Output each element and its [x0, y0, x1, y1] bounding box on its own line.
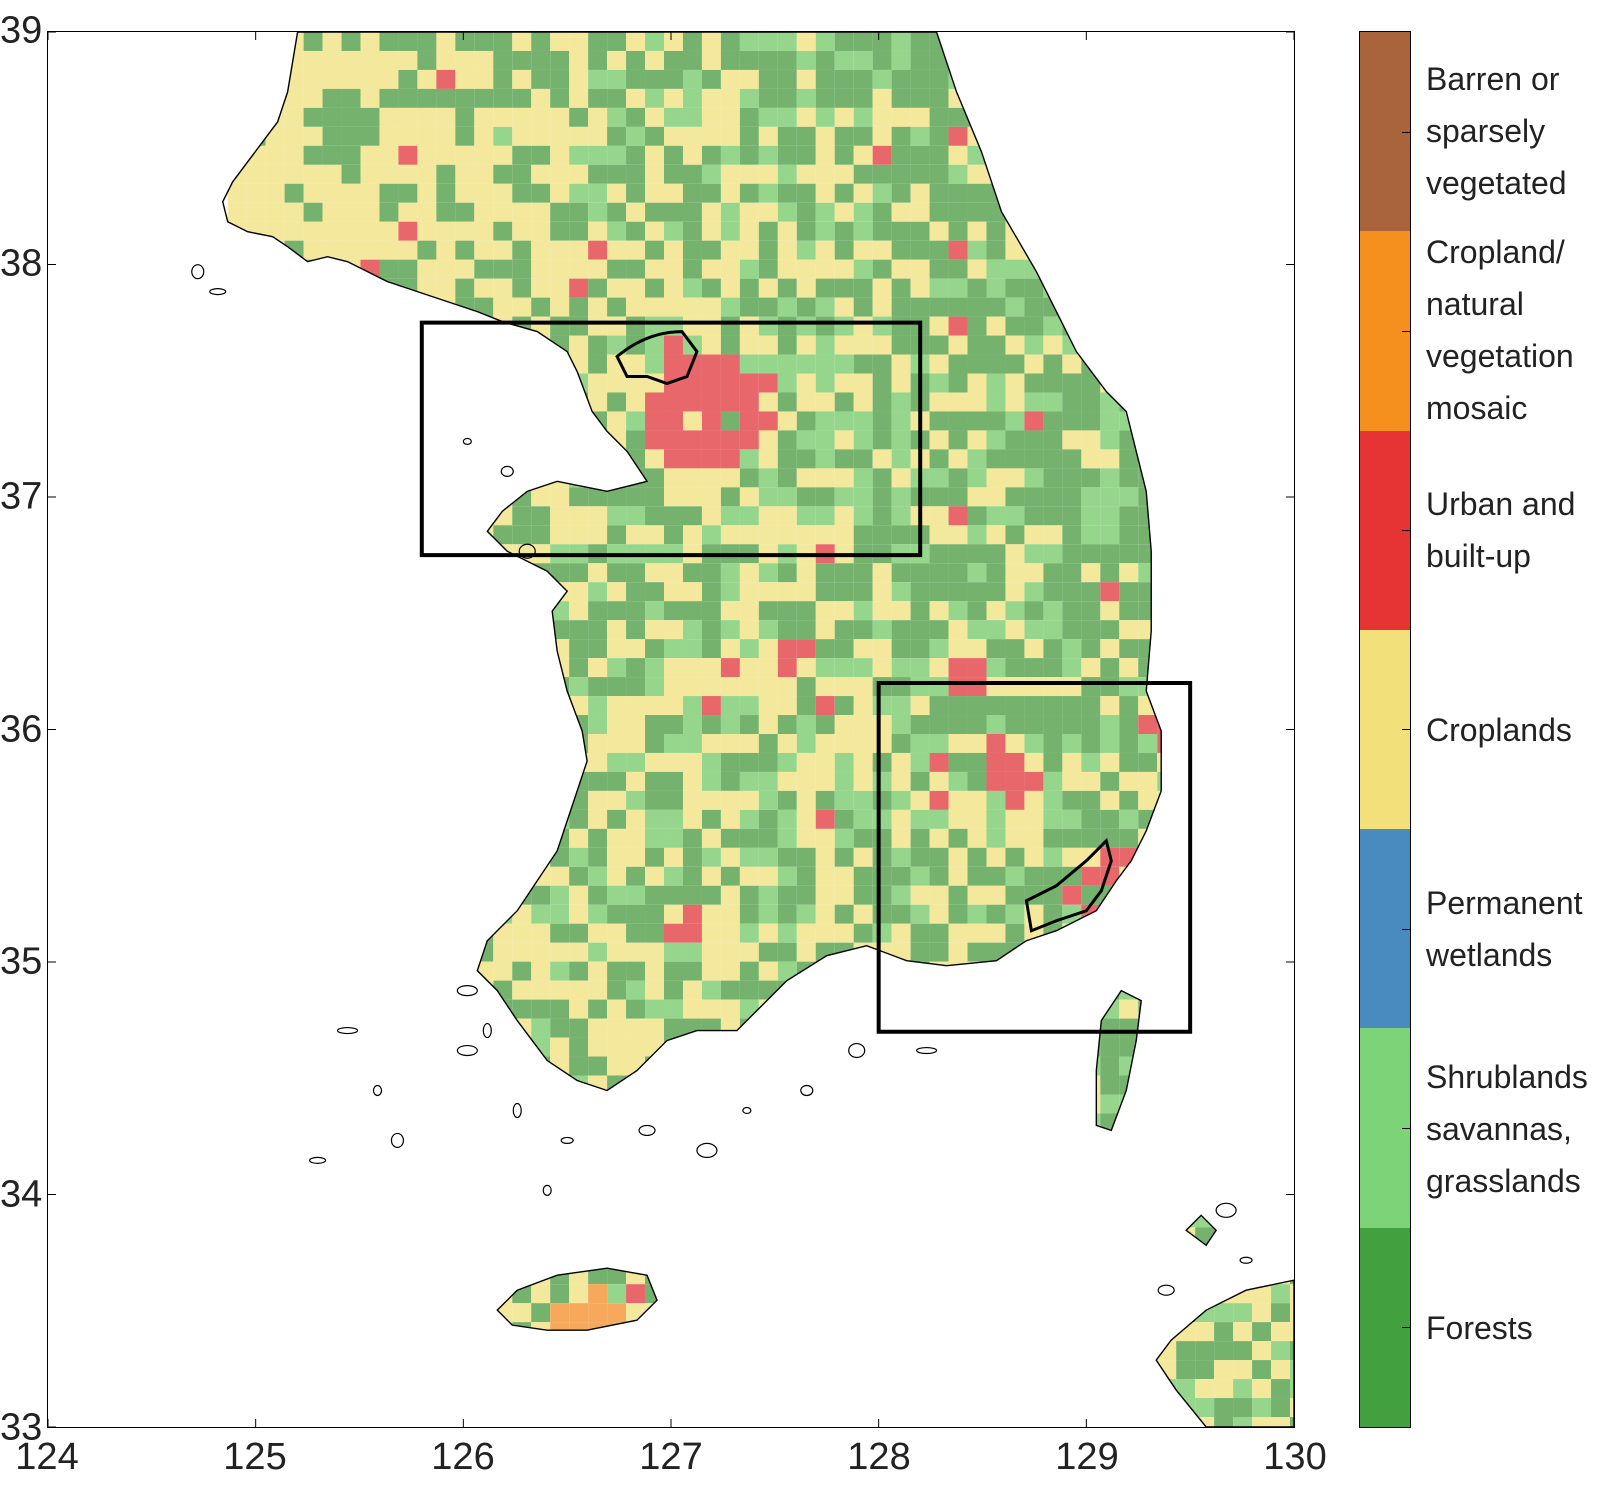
colorbar-segment [1360, 32, 1410, 232]
island-outline [916, 1046, 938, 1055]
colorbar-label-line: grasslands [1426, 1162, 1581, 1199]
y-tick-label: 39 [0, 9, 43, 52]
colorbar-tick [1402, 1128, 1410, 1130]
y-tick-label: 38 [0, 242, 43, 285]
colorbar-label-line: savannas, [1426, 1110, 1572, 1147]
island-outline [500, 465, 514, 477]
colorbar-label: Urban and built-up [1426, 478, 1575, 582]
land-cover-map [48, 32, 1294, 1427]
colorbar-label: Croplands [1426, 704, 1572, 756]
island-outline [518, 543, 536, 559]
island-outline [1215, 1202, 1237, 1218]
island-outline [456, 1044, 478, 1057]
colorbar-label-line: vegetation [1426, 338, 1574, 375]
island-outline [1157, 1284, 1175, 1296]
y-tick-label: 34 [0, 1173, 43, 1216]
y-tick-label: 36 [0, 708, 43, 750]
x-tick-label: 124 [15, 1436, 79, 1478]
colorbar-label: Barren or sparsely vegetated [1426, 53, 1567, 209]
colorbar-label-line: mosaic [1426, 390, 1528, 427]
colorbar-segment [1360, 430, 1410, 630]
x-tick-label: 130 [1263, 1436, 1327, 1478]
island-outline [456, 985, 478, 997]
island-outline [848, 1042, 866, 1059]
map-plot-area [47, 31, 1295, 1428]
island-outline [638, 1124, 656, 1137]
colorbar-label-line: Cropland/ [1426, 234, 1565, 271]
colorbar-tick [1402, 729, 1410, 731]
y-tick-label: 35 [0, 940, 43, 983]
y-tick-label: 37 [0, 475, 43, 518]
study-region-box [876, 681, 1193, 1034]
colorbar-tick [1402, 330, 1410, 332]
colorbar-label-line: Shrublands [1426, 1058, 1588, 1095]
colorbar-label-line: Croplands [1426, 711, 1572, 748]
colorbar-label-line: wetlands [1426, 937, 1553, 974]
island-outline [696, 1142, 718, 1158]
x-tick-label: 125 [223, 1436, 287, 1478]
island-outline [742, 1106, 752, 1115]
colorbar-segment [1360, 1028, 1410, 1228]
colorbar-segment [1360, 829, 1410, 1029]
island-outline [800, 1084, 814, 1097]
colorbar-segment [1360, 1227, 1410, 1427]
x-tick-label: 127 [639, 1436, 703, 1478]
colorbar-label: Shrublands savannas, grasslands [1426, 1051, 1588, 1207]
island-outline [308, 1156, 327, 1164]
colorbar-tick [1402, 131, 1410, 133]
x-tick-label: 129 [1055, 1436, 1119, 1478]
colorbar-segment [1360, 629, 1410, 830]
island-outline [209, 288, 227, 296]
island-outline [1239, 1256, 1253, 1264]
colorbar-label-line: natural [1426, 286, 1524, 323]
colorbar-label: Forests [1426, 1302, 1533, 1354]
x-tick-label: 126 [431, 1436, 495, 1478]
island-outline [191, 264, 205, 280]
island-outline [542, 1184, 552, 1196]
island-outline [372, 1084, 383, 1097]
seoul-boundary [615, 330, 699, 386]
colorbar-label-line: vegetated [1426, 164, 1567, 201]
colorbar-tick [1402, 1327, 1410, 1329]
colorbar-label-line: Urban and [1426, 485, 1576, 522]
colorbar-label: Cropland/natural vegetation mosaic [1426, 226, 1574, 434]
colorbar-label-line: built-up [1426, 537, 1531, 574]
colorbar-tick [1402, 530, 1410, 532]
colorbar-label-line: Barren or [1426, 60, 1560, 97]
x-tick-label: 128 [847, 1436, 911, 1478]
island-outline [462, 437, 472, 446]
study-region-box [419, 320, 923, 558]
island-outline [512, 1102, 522, 1119]
island-outline [336, 1026, 359, 1035]
colorbar-label-line: Forests [1426, 1310, 1533, 1347]
colorbar-label-line: sparsely [1426, 112, 1546, 149]
colorbar-label: Permanent wetlands [1426, 877, 1583, 981]
colorbar-label-line: Permanent [1426, 885, 1583, 922]
island-outline [482, 1022, 492, 1039]
y-tick-label: 33 [0, 1406, 43, 1449]
island-outline [390, 1132, 405, 1148]
busan-boundary [1024, 837, 1113, 933]
colorbar-tick [1402, 928, 1410, 930]
island-outline [560, 1136, 574, 1145]
colorbar-segment [1360, 231, 1410, 431]
land-cover-colorbar [1359, 31, 1411, 1428]
